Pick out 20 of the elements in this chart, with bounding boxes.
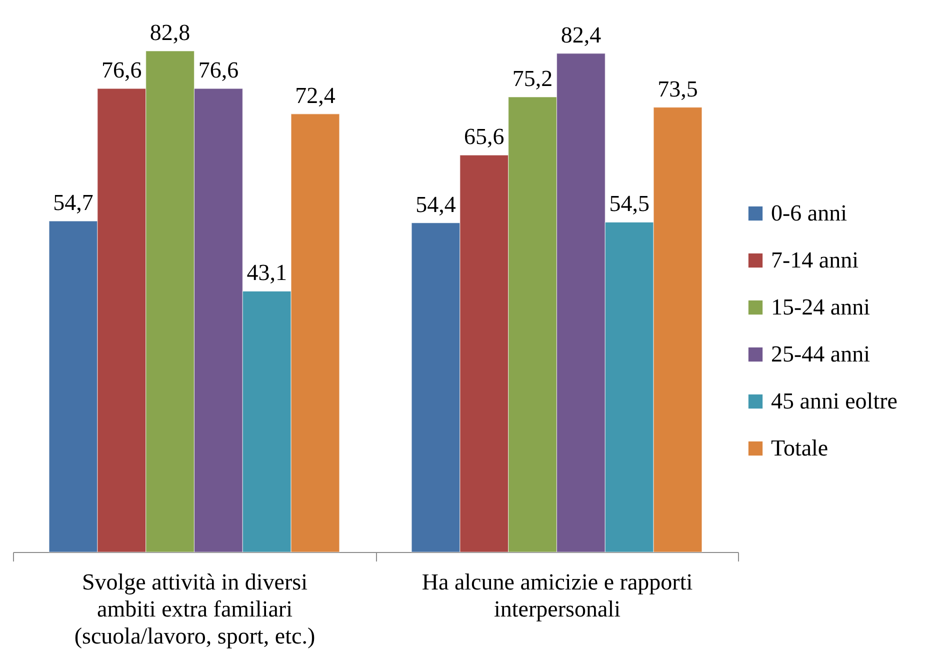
data-label: 75,2 [512,66,553,91]
legend-label: 7-14 anni [771,248,859,272]
data-label: 54,7 [53,190,94,216]
data-label: 54,4 [416,192,456,217]
legend-label: 25-44 anni [771,342,870,366]
data-label: 65,6 [464,124,504,150]
x-tick-label: Ha alcune amicizie e rapporti interpersonali [422,570,693,622]
data-label: 76,6 [102,58,142,83]
data-label: 82,8 [150,20,190,45]
data-label: 82,4 [560,22,602,48]
data-label: 73,5 [658,76,698,102]
legend-label: 15-24 anni [771,294,870,320]
x-tick-label: Svolge attività in diversi ambiti extra familiari (scuola/lavoro, sport, etc.) [74,570,316,648]
data-label: 54,5 [609,191,650,216]
data-label: 43,1 [246,260,287,286]
legend-label: 45 anni eoltre [771,388,898,414]
data-label: 72,4 [295,82,336,108]
data-label: 76,6 [198,58,239,83]
legend-label: Totale [771,436,828,460]
legend-label: 0-6 anni [771,200,848,226]
